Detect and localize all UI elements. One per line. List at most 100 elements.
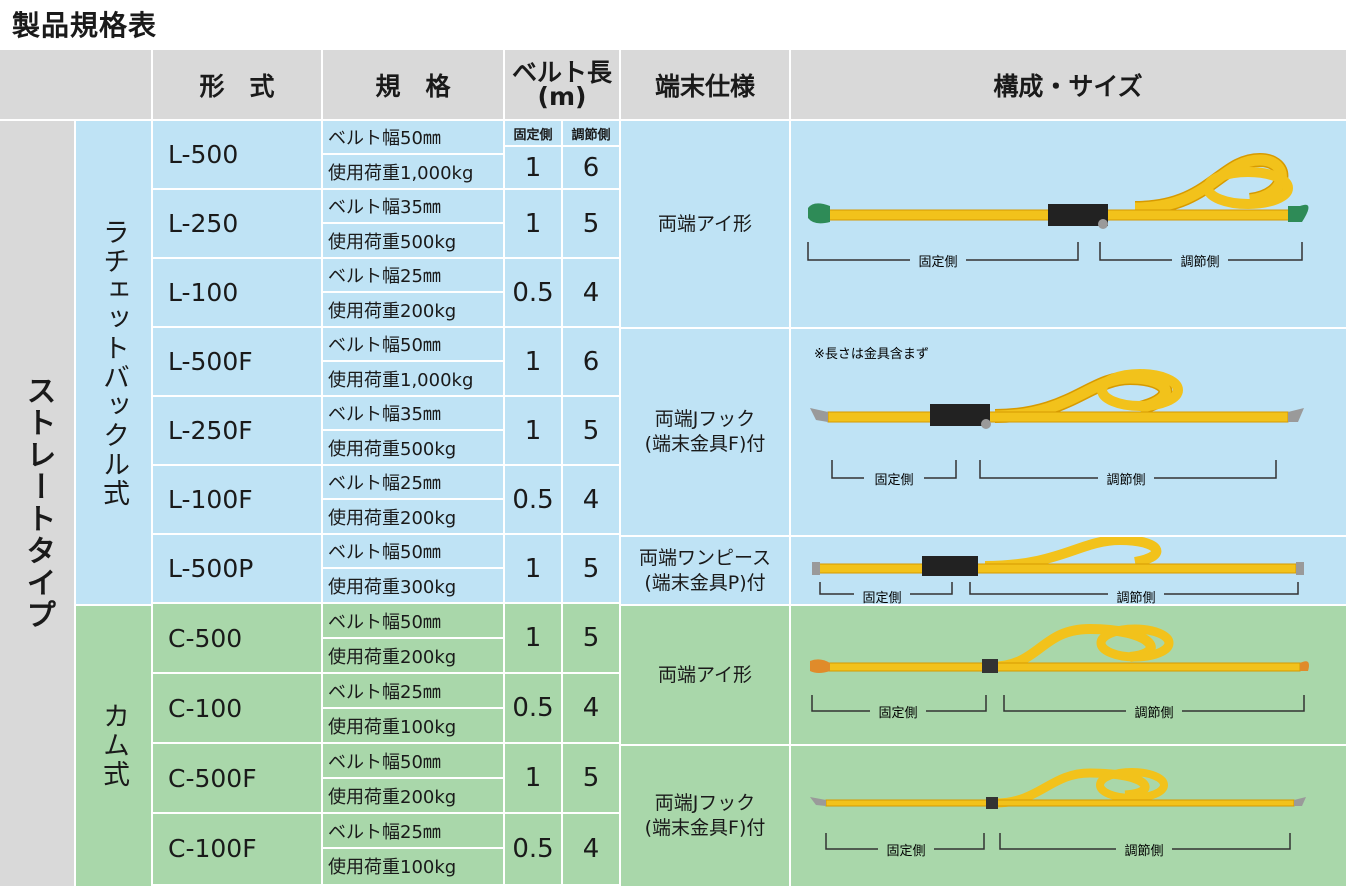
adjust-length-cell: 5 (562, 189, 620, 258)
end-spec-text-1: 両端ワンピース (638, 546, 772, 569)
end-spec-jhook-cam: 両端Jフック (端末金具F)付 (620, 745, 790, 886)
strap-diagram-ratchet-jhook: ※長さは金具含まず 固定側 調節側 (810, 346, 1304, 488)
load-cell: 使用荷重200kg (322, 292, 504, 327)
grid-line (789, 50, 791, 886)
fixed-length-cell: 1 (504, 603, 562, 673)
model-cell: L-500F (152, 327, 322, 396)
group-straight-label: ストレートタイプ (20, 375, 56, 631)
group-cam: カム式 (75, 605, 152, 886)
header-end-spec: 端末仕様 (620, 50, 790, 120)
belt-width-cell: ベルト幅50㎜ (322, 327, 504, 361)
model-cell: C-500F (152, 743, 322, 813)
grid-line (322, 777, 504, 779)
adjust-length-cell: 5 (562, 534, 620, 603)
config-cam-eye: 固定側 調節側 (790, 605, 1346, 745)
config-ratchet-eye: 固定側 調節側 (790, 120, 1346, 328)
adjust-length-cell: 5 (562, 603, 620, 673)
strap-diagram-cam-eye: 固定側 調節側 (810, 623, 1309, 721)
adjust-length-cell: 4 (562, 465, 620, 534)
grid-line (152, 257, 620, 259)
diagram-adjust-label: 調節側 (1134, 706, 1173, 721)
config-cam-jhook: 固定側 調節側 (790, 745, 1346, 886)
model-cell: L-500 (152, 120, 322, 189)
grid-line (322, 707, 504, 709)
subheader-fixed: 固定側 (504, 120, 562, 146)
strap-diagram-ratchet-eye: 固定側 調節側 (807, 152, 1309, 270)
grid-line (561, 120, 563, 886)
fixed-length-cell: 1 (504, 534, 562, 603)
header-spec: 規 格 (322, 50, 504, 120)
grid-line (322, 847, 504, 849)
diagram-fixed-label: 固定側 (874, 473, 913, 488)
load-cell: 使用荷重200kg (322, 499, 504, 534)
config-ratchet-jhook: ※長さは金具含まず 固定側 調節側 (790, 328, 1346, 536)
end-spec-text-1: 両端Jフック (654, 408, 756, 430)
load-cell: 使用荷重500kg (322, 223, 504, 258)
grid-line (152, 188, 620, 190)
grid-line (0, 119, 1346, 121)
end-spec-eye-ratchet: 両端アイ形 (620, 120, 790, 328)
grid-line (152, 533, 620, 535)
diagram-fixed-label: 固定側 (886, 844, 925, 859)
belt-width-cell: ベルト幅50㎜ (322, 603, 504, 638)
end-spec-text: 両端アイ形 (657, 212, 753, 235)
group-ratchet: ラチェットバックル式 (75, 120, 152, 605)
grid-line (152, 395, 620, 397)
load-cell: 使用荷重100kg (322, 708, 504, 743)
length-note: ※長さは金具含まず (814, 346, 929, 362)
model-cell: L-250F (152, 396, 322, 465)
grid-line (322, 291, 504, 293)
fixed-length-cell: 0.5 (504, 465, 562, 534)
fixed-length-cell: 1 (504, 189, 562, 258)
model-cell: C-500 (152, 603, 322, 673)
load-cell: 使用荷重200kg (322, 778, 504, 813)
grid-line (152, 742, 620, 744)
fixed-length-cell: 1 (504, 743, 562, 813)
group-straight: ストレートタイプ (0, 120, 75, 886)
group-ratchet-label: ラチェットバックル式 (98, 217, 129, 508)
diagram-fixed-label: 固定側 (862, 591, 901, 605)
model-cell: C-100 (152, 673, 322, 743)
belt-width-cell: ベルト幅50㎜ (322, 120, 504, 154)
grid-line (620, 535, 1346, 537)
diagram-adjust-label: 調節側 (1124, 844, 1163, 859)
fixed-length-cell: 0.5 (504, 673, 562, 743)
strap-diagram-cam-jhook: 固定側 調節側 (810, 768, 1306, 859)
belt-width-cell: ベルト幅50㎜ (322, 534, 504, 568)
belt-width-cell: ベルト幅25㎜ (322, 258, 504, 292)
belt-width-cell: ベルト幅35㎜ (322, 396, 504, 430)
spec-table: 形 式 規 格 ベルト長 (m) 端末仕様 構成・サイズ ストレートタイプ ラチ… (0, 50, 1346, 886)
diagram-adjust-label: 調節側 (1180, 255, 1219, 270)
diagram-fixed-label: 固定側 (918, 255, 957, 270)
header-belt-length-unit: (m) (537, 82, 587, 111)
header-config: 構成・サイズ (790, 50, 1346, 120)
grid-line (322, 153, 504, 155)
grid-line (620, 744, 1346, 746)
belt-width-cell: ベルト幅25㎜ (322, 813, 504, 848)
load-cell: 使用荷重100kg (322, 848, 504, 884)
end-spec-text-2: (端末金具F)付 (644, 433, 766, 455)
end-spec-text: 両端アイ形 (657, 663, 753, 686)
adjust-length-cell: 6 (562, 327, 620, 396)
model-cell: L-250 (152, 189, 322, 258)
grid-line (322, 498, 504, 500)
end-spec-text-1: 両端Jフック (654, 791, 756, 814)
page-title: 製品規格表 (12, 9, 158, 42)
load-cell: 使用荷重1,000kg (322, 361, 504, 396)
grid-line (152, 326, 620, 328)
grid-line (151, 50, 153, 886)
grid-line (322, 222, 504, 224)
grid-line (322, 429, 504, 431)
grid-line (75, 604, 152, 606)
fixed-length-cell: 0.5 (504, 258, 562, 327)
belt-width-cell: ベルト幅25㎜ (322, 673, 504, 708)
end-spec-eye-cam: 両端アイ形 (620, 605, 790, 745)
end-spec-onepiece: 両端ワンピース (端末金具P)付 (620, 536, 790, 605)
load-cell: 使用荷重1,000kg (322, 154, 504, 189)
load-cell: 使用荷重500kg (322, 430, 504, 465)
grid-line (152, 672, 620, 674)
group-cam-label: カム式 (98, 702, 129, 789)
model-cell: L-100F (152, 465, 322, 534)
diagram-adjust-label: 調節側 (1116, 591, 1155, 605)
fixed-length-cell: 0.5 (504, 813, 562, 884)
